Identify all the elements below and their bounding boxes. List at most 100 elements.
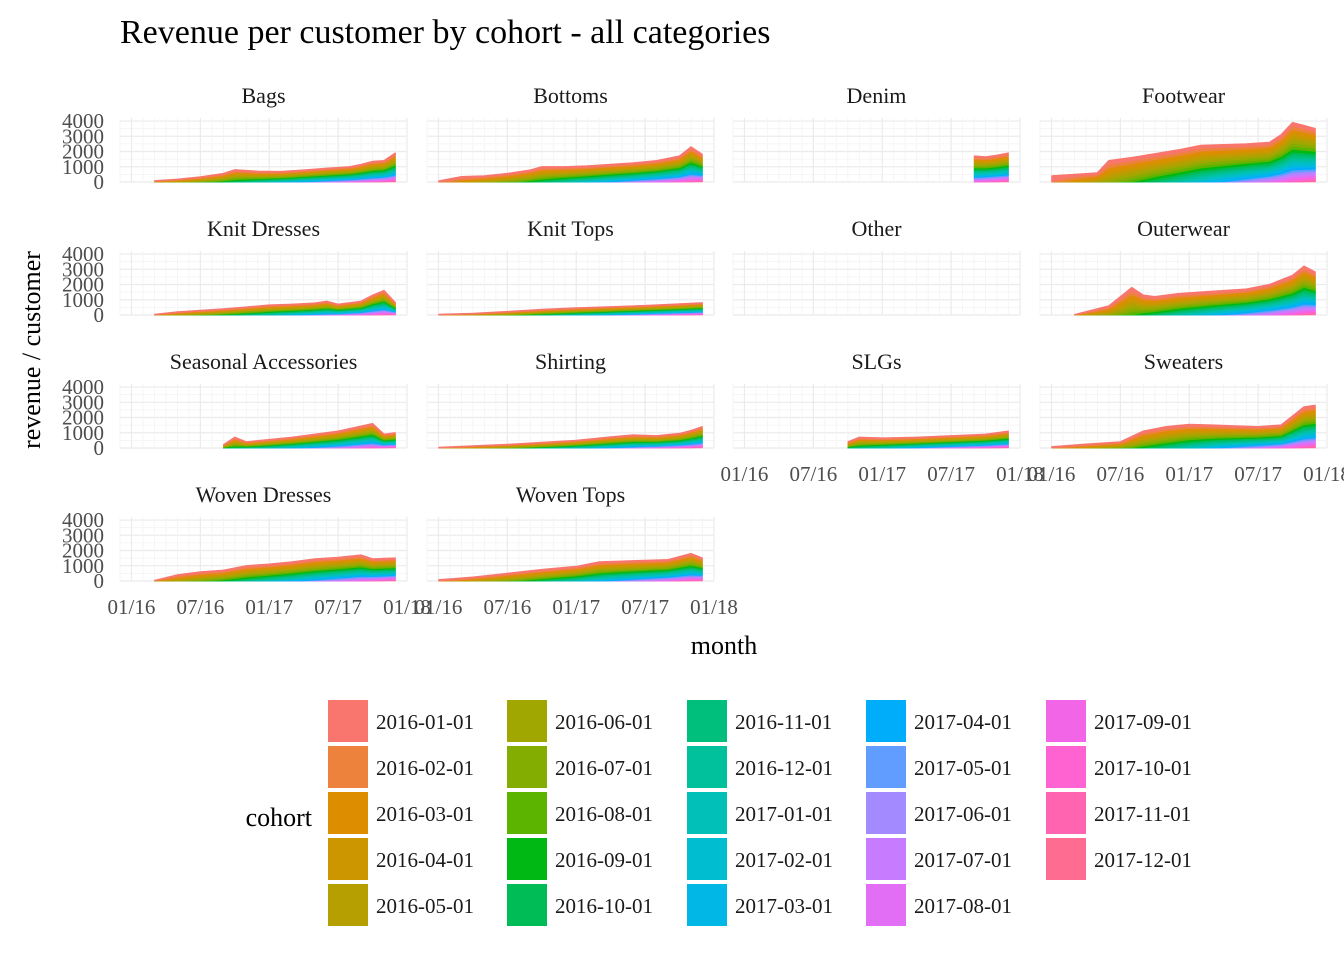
legend-label: 2017-08-01 bbox=[914, 894, 1012, 918]
facet-strip-label: Denim bbox=[847, 83, 907, 108]
y-axis-title: revenue / customer bbox=[17, 251, 46, 449]
facet-woven-tops: Woven Tops 01/16 07/16 01/17 07/17 01/18 bbox=[415, 482, 738, 619]
y-tick-label: 3000 bbox=[62, 390, 104, 414]
panel-background bbox=[733, 251, 1020, 315]
legend-label: 2016-01-01 bbox=[376, 710, 474, 734]
y-tick-label: 2000 bbox=[62, 273, 104, 297]
legend-swatch bbox=[687, 746, 727, 788]
y-tick-label: 2000 bbox=[62, 406, 104, 430]
legend-item: 2017-03-01 bbox=[687, 884, 833, 926]
series-envelope-line bbox=[438, 552, 703, 581]
x-tick-label: 01/17 bbox=[1165, 462, 1213, 486]
series-envelope-line bbox=[1051, 404, 1316, 448]
legend-swatch bbox=[866, 746, 906, 788]
legend-label: 2017-03-01 bbox=[735, 894, 833, 918]
legend-item: 2017-09-01 bbox=[1046, 700, 1192, 742]
y-tick-label: 1000 bbox=[62, 554, 104, 578]
legend-swatch bbox=[328, 838, 368, 880]
legend-swatch bbox=[328, 746, 368, 788]
legend-item: 2017-10-01 bbox=[1046, 746, 1192, 788]
y-tick-label: 4000 bbox=[62, 375, 104, 399]
x-tick-label: 07/16 bbox=[1096, 462, 1144, 486]
legend-label: 2017-11-01 bbox=[1094, 802, 1191, 826]
legend-item: 2017-11-01 bbox=[1046, 792, 1191, 834]
legend-label: 2017-12-01 bbox=[1094, 848, 1192, 872]
facet-strip-label: Woven Dresses bbox=[196, 482, 332, 507]
y-tick-label: 3000 bbox=[62, 523, 104, 547]
series-envelope-line bbox=[154, 554, 396, 582]
x-tick-label: 07/17 bbox=[1234, 462, 1282, 486]
facet-shirting: Shirting bbox=[426, 349, 715, 449]
legend-item: 2016-05-01 bbox=[328, 884, 474, 926]
y-tick-label: 0 bbox=[94, 569, 105, 593]
x-tick-label: 01/18 bbox=[1303, 462, 1344, 486]
series-envelope-line bbox=[438, 426, 703, 449]
y-tick-label: 1000 bbox=[62, 421, 104, 445]
x-tick-label: 07/16 bbox=[789, 462, 837, 486]
legend-label: 2016-03-01 bbox=[376, 802, 474, 826]
facet-footwear: Footwear bbox=[1039, 83, 1328, 183]
legend-swatch bbox=[507, 746, 547, 788]
legend-item: 2016-06-01 bbox=[507, 700, 653, 742]
x-tick-label: 01/18 bbox=[996, 462, 1044, 486]
legend-swatch bbox=[328, 700, 368, 742]
x-tick-label: 07/16 bbox=[483, 595, 531, 619]
legend-label: 2016-09-01 bbox=[555, 848, 653, 872]
x-tick-label: 01/17 bbox=[858, 462, 906, 486]
legend: cohort 2016-01-01 2016-02-01 2016-03-01 201… bbox=[246, 700, 1192, 926]
legend-label: 2017-04-01 bbox=[914, 710, 1012, 734]
legend-swatch bbox=[1046, 700, 1086, 742]
y-tick-label: 0 bbox=[94, 303, 105, 327]
facet-bottoms: Bottoms bbox=[426, 83, 715, 183]
legend-item: 2017-02-01 bbox=[687, 838, 833, 880]
y-tick-label: 3000 bbox=[62, 124, 104, 148]
facet-strip-label: Bags bbox=[242, 83, 286, 108]
facet-other: Other bbox=[732, 216, 1021, 316]
legend-item: 2016-11-01 bbox=[687, 700, 832, 742]
y-tick-label: 4000 bbox=[62, 242, 104, 266]
y-tick-label: 2000 bbox=[62, 539, 104, 563]
y-tick-label: 0 bbox=[94, 436, 105, 460]
legend-item: 2016-02-01 bbox=[328, 746, 474, 788]
legend-label: 2016-06-01 bbox=[555, 710, 653, 734]
facet-outerwear: Outerwear bbox=[1039, 216, 1328, 316]
legend-label: 2017-01-01 bbox=[735, 802, 833, 826]
x-tick-label: 07/17 bbox=[927, 462, 975, 486]
x-tick-label: 07/17 bbox=[621, 595, 669, 619]
legend-swatch bbox=[866, 838, 906, 880]
y-tick-label: 4000 bbox=[62, 508, 104, 532]
legend-item: 2016-03-01 bbox=[328, 792, 474, 834]
legend-item: 2016-04-01 bbox=[328, 838, 474, 880]
legend-label: 2017-09-01 bbox=[1094, 710, 1192, 734]
legend-label: 2016-08-01 bbox=[555, 802, 653, 826]
facet-strip-label: Outerwear bbox=[1137, 216, 1231, 241]
legend-item: 2016-01-01 bbox=[328, 700, 474, 742]
series-envelope-line bbox=[154, 289, 397, 316]
facet-strip-label: Knit Dresses bbox=[207, 216, 320, 241]
x-tick-label: 01/16 bbox=[1028, 462, 1076, 486]
legend-item: 2017-08-01 bbox=[866, 884, 1012, 926]
y-tick-label: 3000 bbox=[62, 257, 104, 281]
legend-label: 2016-07-01 bbox=[555, 756, 653, 780]
legend-swatch bbox=[866, 884, 906, 926]
legend-label: 2016-05-01 bbox=[376, 894, 474, 918]
series-envelope-line bbox=[847, 430, 1009, 443]
facet-strip-label: Woven Tops bbox=[516, 482, 625, 507]
legend-swatch bbox=[687, 884, 727, 926]
facet-strip-label: SLGs bbox=[851, 349, 901, 374]
legend-item: 2016-10-01 bbox=[507, 884, 653, 926]
legend-item: 2017-12-01 bbox=[1046, 838, 1192, 880]
legend-item: 2017-05-01 bbox=[866, 746, 1012, 788]
legend-swatch bbox=[1046, 746, 1086, 788]
x-tick-label: 07/16 bbox=[176, 595, 224, 619]
series-envelope-line bbox=[974, 152, 1009, 158]
y-tick-label: 1000 bbox=[62, 288, 104, 312]
legend-item: 2017-01-01 bbox=[687, 792, 833, 834]
legend-label: 2016-10-01 bbox=[555, 894, 653, 918]
legend-item: 2016-09-01 bbox=[507, 838, 653, 880]
legend-swatch bbox=[866, 700, 906, 742]
legend-item: 2017-06-01 bbox=[866, 792, 1012, 834]
